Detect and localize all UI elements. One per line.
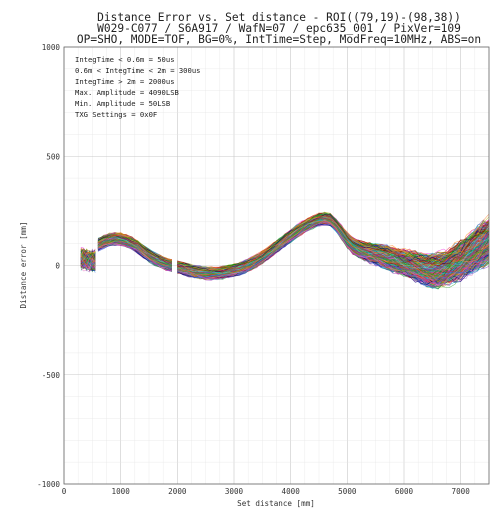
x-tick-label: 6000 xyxy=(395,487,414,496)
x-tick-label: 3000 xyxy=(225,487,244,496)
settings-line: TXG Settings = 0x0F xyxy=(75,110,157,119)
x-tick-label: 5000 xyxy=(338,487,357,496)
settings-line: 0.6m < IntegTime < 2m = 300us xyxy=(75,66,201,75)
series-line xyxy=(97,232,172,261)
series-line xyxy=(97,238,172,266)
series-line xyxy=(177,217,490,272)
series-line xyxy=(97,241,172,269)
y-tick-label: -500 xyxy=(42,371,61,380)
series-line xyxy=(177,220,490,276)
plot-frame xyxy=(63,46,490,485)
series-line xyxy=(80,255,96,266)
series-line xyxy=(177,219,490,275)
y-tick-label: 0 xyxy=(55,262,60,271)
axis-ticks: 0 1000 2000 3000 4000 5000 6000 7000 -1000 -500 0 5… xyxy=(37,43,470,496)
series-line xyxy=(97,240,172,267)
series-line xyxy=(97,243,172,271)
series-line xyxy=(177,223,490,287)
x-tick-label: 2000 xyxy=(168,487,187,496)
series-line xyxy=(177,214,490,273)
series-line xyxy=(97,236,172,264)
y-tick-label: -1000 xyxy=(37,480,60,489)
y-axis-label: Distance error [mm] xyxy=(19,222,28,309)
x-tick-label: 0 xyxy=(62,487,67,496)
series-line xyxy=(97,236,172,262)
title-line-2: W029-C077 / S6A917 / WafN=07 / epc635_00… xyxy=(97,22,461,35)
settings-line: IntegTime > 2m = 2000us xyxy=(75,77,175,86)
series-line xyxy=(177,220,490,282)
settings-box: IntegTime < 0.6m = 50us 0.6m < IntegTime… xyxy=(75,55,201,119)
series-group xyxy=(80,211,490,290)
x-tick-label: 1000 xyxy=(112,487,131,496)
settings-line: Min. Amplitude = 50LSB xyxy=(75,99,170,108)
series-line xyxy=(97,234,172,264)
x-axis-label: Set distance [mm] xyxy=(237,499,315,508)
settings-line: IntegTime < 0.6m = 50us xyxy=(75,55,175,64)
y-tick-label: 1000 xyxy=(42,43,61,52)
x-tick-label: 7000 xyxy=(452,487,471,496)
y-tick-label: 500 xyxy=(46,152,60,161)
x-tick-label: 4000 xyxy=(282,487,301,496)
title-line-3: OP=SHO, MODE=TOF, BG=0%, IntTime=Step, M… xyxy=(77,33,481,46)
series-line xyxy=(177,218,490,274)
title-line-1: Distance Error vs. Set distance - ROI((7… xyxy=(97,11,461,24)
series-line xyxy=(177,213,490,272)
chart-title: Distance Error vs. Set distance - ROI((7… xyxy=(77,11,481,46)
series-line xyxy=(80,257,96,269)
settings-line: Max. Amplitude = 4090LSB xyxy=(75,88,179,97)
series-line xyxy=(80,252,96,266)
series-line xyxy=(80,257,96,271)
